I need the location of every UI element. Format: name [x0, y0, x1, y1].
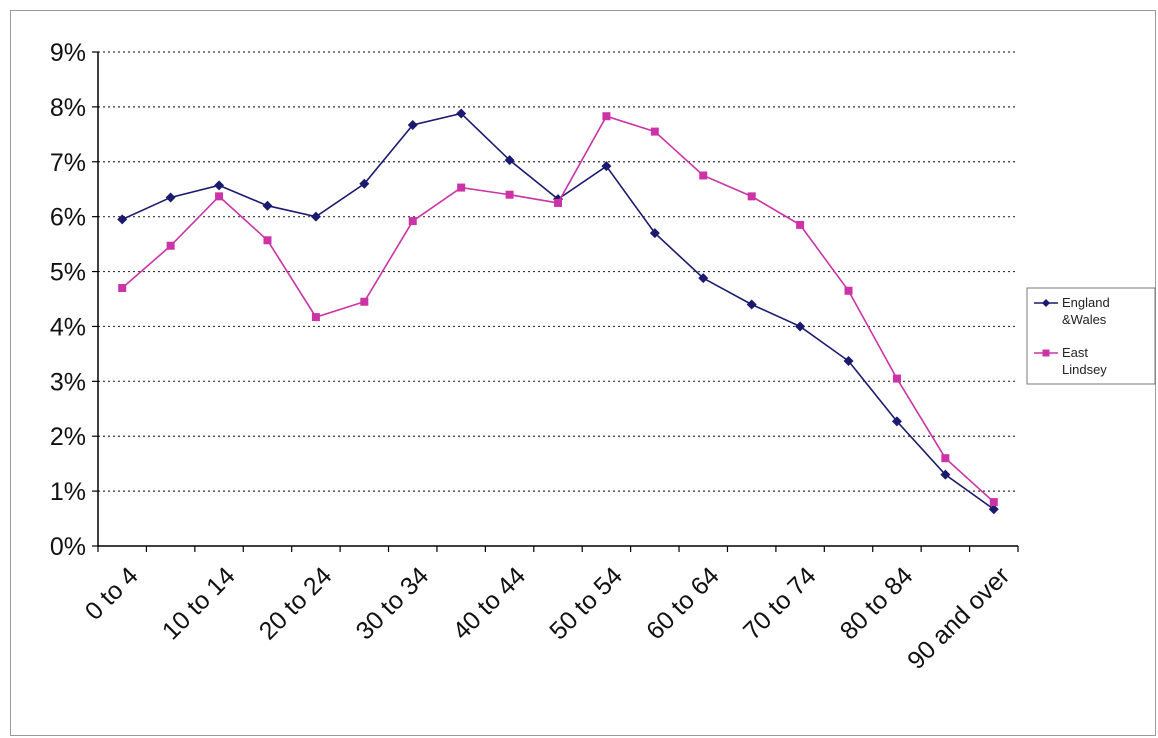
- legend: England &Wales East Lindsey: [1026, 287, 1156, 385]
- data-point: [602, 112, 611, 121]
- data-point: [118, 284, 127, 293]
- data-point: [311, 313, 320, 322]
- data-point: [359, 178, 370, 189]
- data-point: [117, 214, 128, 225]
- data-point: [554, 198, 562, 207]
- data-point: [649, 228, 660, 239]
- data-point: [408, 217, 417, 226]
- data-point: [360, 297, 369, 306]
- gridlines: [92, 51, 1019, 552]
- legend-marker: [1042, 299, 1050, 307]
- x-tick-label: 0 to 4: [80, 562, 144, 626]
- data-series: [117, 108, 999, 515]
- data-point: [698, 273, 709, 284]
- x-tick-label: 60 to 64: [641, 562, 725, 646]
- data-point: [310, 211, 321, 222]
- x-tick-label: 30 to 34: [351, 562, 435, 646]
- data-point: [165, 192, 176, 203]
- x-tick-label: 20 to 24: [254, 562, 338, 646]
- data-point: [263, 236, 272, 245]
- data-point: [505, 190, 514, 199]
- y-tick-label: 7%: [50, 149, 86, 177]
- series-2: [118, 112, 998, 507]
- data-point: [891, 416, 902, 427]
- data-point: [650, 127, 659, 136]
- y-tick-label: 4%: [50, 313, 86, 341]
- data-point: [456, 108, 467, 119]
- series-1: [117, 108, 999, 515]
- data-point: [504, 155, 515, 166]
- x-tick-label: 10 to 14: [157, 562, 241, 646]
- x-tick-label: 50 to 54: [544, 562, 628, 646]
- axes: [97, 52, 1018, 547]
- data-point: [215, 192, 224, 201]
- y-tick-label: 1%: [50, 478, 86, 506]
- data-point: [989, 498, 998, 507]
- x-tick-label: 80 to 84: [835, 562, 919, 646]
- data-point: [747, 192, 756, 201]
- data-point: [601, 161, 612, 172]
- data-point: [407, 120, 418, 131]
- chart-frame: [10, 10, 1156, 736]
- data-point: [699, 171, 708, 180]
- data-point: [795, 321, 806, 332]
- data-point: [988, 504, 999, 515]
- data-point: [940, 469, 951, 480]
- data-point: [214, 180, 225, 191]
- data-point: [843, 356, 854, 367]
- legend-marker: [1042, 349, 1050, 357]
- y-tick-label: 0%: [50, 533, 86, 561]
- data-point: [457, 183, 466, 192]
- y-tick-labels: 0% 1% 2% 3% 4% 5% 6% 7% 8% 9%: [50, 39, 86, 561]
- data-point: [892, 374, 901, 383]
- y-tick-label: 3%: [50, 368, 86, 396]
- data-point: [941, 454, 950, 463]
- data-point: [844, 286, 853, 295]
- y-tick-label: 5%: [50, 259, 86, 287]
- x-tick-label: 90 and over: [902, 562, 1015, 675]
- series-line: [121, 112, 995, 510]
- data-point: [746, 299, 757, 310]
- x-tick-label: 40 to 44: [447, 562, 531, 646]
- data-point: [796, 220, 805, 229]
- legend-label: East Lindsey: [1062, 345, 1107, 377]
- legend-item-2: East Lindsey: [1034, 345, 1107, 377]
- y-tick-label: 8%: [50, 94, 86, 122]
- series-line: [121, 115, 995, 503]
- data-point: [166, 241, 175, 250]
- y-tick-label: 9%: [50, 39, 86, 67]
- legend-item-1: England &Wales: [1034, 295, 1110, 327]
- y-tick-label: 2%: [50, 423, 86, 451]
- legend-label: England &Wales: [1062, 295, 1110, 327]
- x-tick-labels: 0 to 4 10 to 14 20 to 24 30 to 34 40 to 44 50…: [80, 562, 1016, 675]
- x-tick-label: 70 to 74: [738, 562, 822, 646]
- y-tick-label: 6%: [50, 204, 86, 232]
- data-point: [262, 200, 273, 211]
